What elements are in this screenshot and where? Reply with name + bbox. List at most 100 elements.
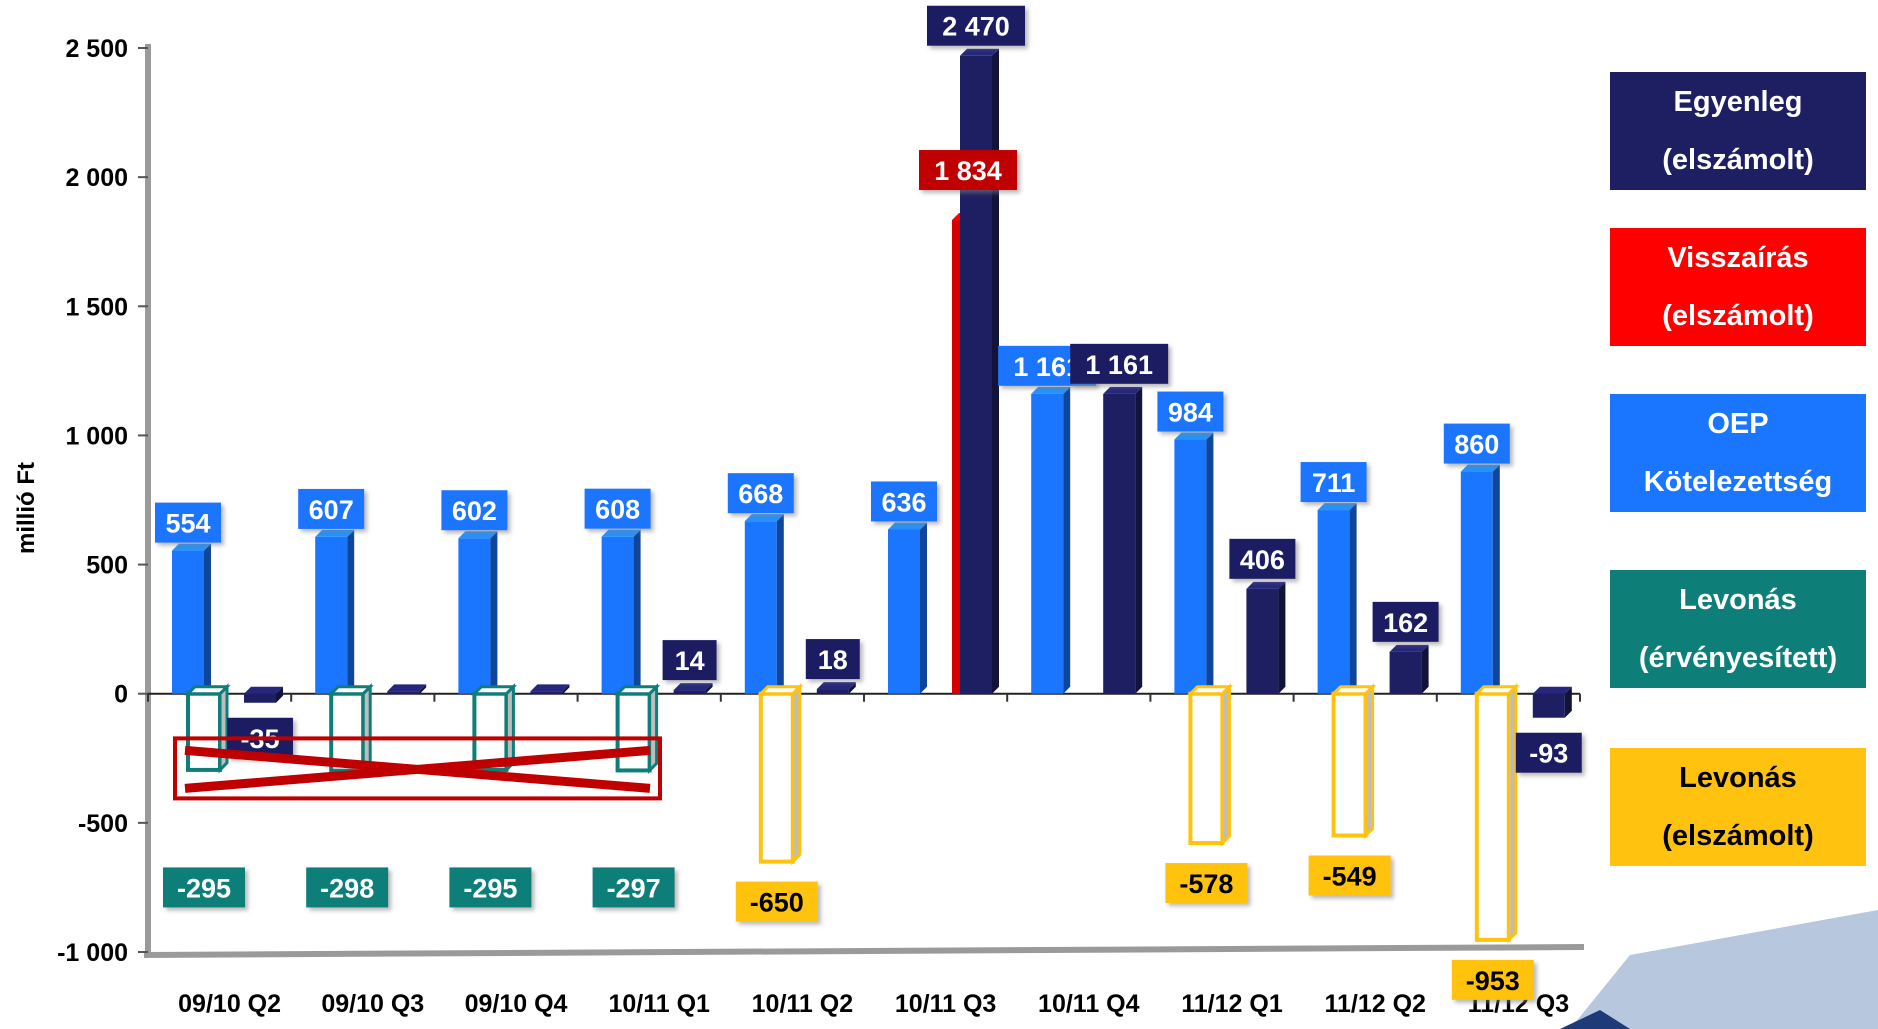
data-label: -295 (163, 867, 245, 908)
legend-item-oep: OEP Kötelezettség (1610, 394, 1866, 512)
data-label-bg (1070, 343, 1169, 384)
bar (172, 543, 211, 694)
data-label-text: 668 (738, 479, 783, 509)
data-label-text: 860 (1454, 430, 1499, 460)
bar-side (791, 683, 802, 866)
bar-side (1278, 581, 1286, 694)
data-label-text: 1 161 (1085, 350, 1153, 380)
bar (1389, 644, 1429, 694)
legend-label-line1: Levonás (1679, 584, 1797, 616)
bar-face (1174, 439, 1207, 694)
data-label: 2 470 (927, 5, 1025, 46)
bar-side (204, 543, 211, 694)
data-label-bg (871, 481, 937, 522)
bar (888, 522, 927, 694)
bar (184, 683, 231, 774)
data-label-text: 1 834 (934, 156, 1002, 186)
bar-face (458, 538, 491, 694)
bar-face (530, 691, 563, 695)
data-label: 636 (871, 481, 937, 522)
data-label-bg (1308, 855, 1391, 896)
bar-side (1135, 386, 1143, 694)
legend-label-line1: Egyenleg (1673, 86, 1803, 118)
data-label-text: -295 (177, 873, 231, 903)
bar (1532, 686, 1572, 718)
bar-face (601, 536, 634, 694)
data-label-bg (163, 867, 245, 908)
data-label: 1 834 (919, 150, 1017, 191)
data-label: 860 (1443, 423, 1510, 464)
y-tick-label: 0 (114, 681, 128, 709)
bar-top (1317, 503, 1357, 511)
bar-side (1564, 686, 1572, 718)
bar (673, 683, 713, 694)
bar-face (888, 529, 920, 694)
bar-side (1063, 386, 1071, 694)
data-label-bg (1300, 462, 1367, 503)
bar (1186, 683, 1234, 847)
bar (613, 683, 661, 775)
bar-side (1220, 683, 1231, 847)
data-label-text: -297 (607, 873, 661, 903)
bar-top (1329, 685, 1377, 696)
legend-label-line2: (elszámolt) (1662, 144, 1814, 176)
legend-label-line1: Visszaírás (1667, 242, 1809, 274)
data-label-bg (449, 867, 532, 908)
y-tick-label: 2 500 (65, 35, 128, 63)
bar (470, 683, 518, 774)
legend-label-line2: Kötelezettség (1643, 466, 1833, 498)
bar-top (1174, 432, 1214, 440)
x-tick-label: 10/11 Q3 (895, 990, 996, 1018)
bar-side (1492, 464, 1500, 694)
bar (601, 529, 641, 694)
data-label-bg (727, 473, 794, 514)
bar-face (1246, 588, 1279, 694)
bar-side (648, 683, 659, 775)
bar-face (673, 690, 706, 694)
data-label: -650 (735, 881, 818, 922)
bar-top (458, 531, 498, 539)
bar-top (673, 683, 713, 691)
bar-top (613, 685, 661, 696)
bar-top (327, 685, 374, 696)
bar-top (172, 543, 211, 551)
bar-top (1473, 685, 1520, 696)
data-label: -578 (1165, 863, 1248, 904)
bar-face (387, 691, 420, 695)
data-label-text: -298 (320, 873, 374, 903)
bar-side (920, 522, 927, 694)
data-label-text: 1 161 (1013, 352, 1081, 382)
data-label-bg (306, 867, 389, 908)
bar-face (1532, 693, 1565, 718)
legend-label-line1: Levonás (1679, 762, 1797, 794)
data-label: -93 (1515, 732, 1582, 773)
data-label-text: 607 (309, 495, 354, 525)
legend-item-levonas-elszamolt: Levonás (elszámolt) (1610, 748, 1866, 866)
data-label-bg (441, 490, 508, 531)
bar-top (530, 684, 570, 692)
bar-top (601, 529, 641, 537)
data-label-text: 2 470 (942, 12, 1010, 42)
data-label: 602 (441, 490, 508, 531)
data-label: 984 (1157, 391, 1224, 432)
y-tick-label: 2 000 (65, 164, 128, 192)
data-label-text: -295 (463, 873, 517, 903)
bar (458, 531, 498, 694)
data-label-text: -650 (750, 888, 804, 918)
bar-top (244, 686, 283, 694)
bar-top (1460, 464, 1500, 472)
data-label-text: -93 (1529, 739, 1568, 769)
data-label: -295 (449, 867, 532, 908)
y-axis-title: millió Ft (13, 462, 40, 554)
bar-top (184, 685, 231, 696)
legend-label-line2: (elszámolt) (1662, 820, 1814, 852)
bar (387, 684, 427, 695)
bar-top (315, 529, 355, 537)
bar-top (744, 514, 784, 522)
bar-top (960, 48, 999, 56)
bar-side (633, 529, 641, 694)
legend-item-levonas-ervenyesitett: Levonás (érvényesített) (1610, 570, 1866, 688)
bar-top (1532, 686, 1572, 694)
data-label-bg (1157, 391, 1224, 432)
bar-side (992, 48, 999, 694)
